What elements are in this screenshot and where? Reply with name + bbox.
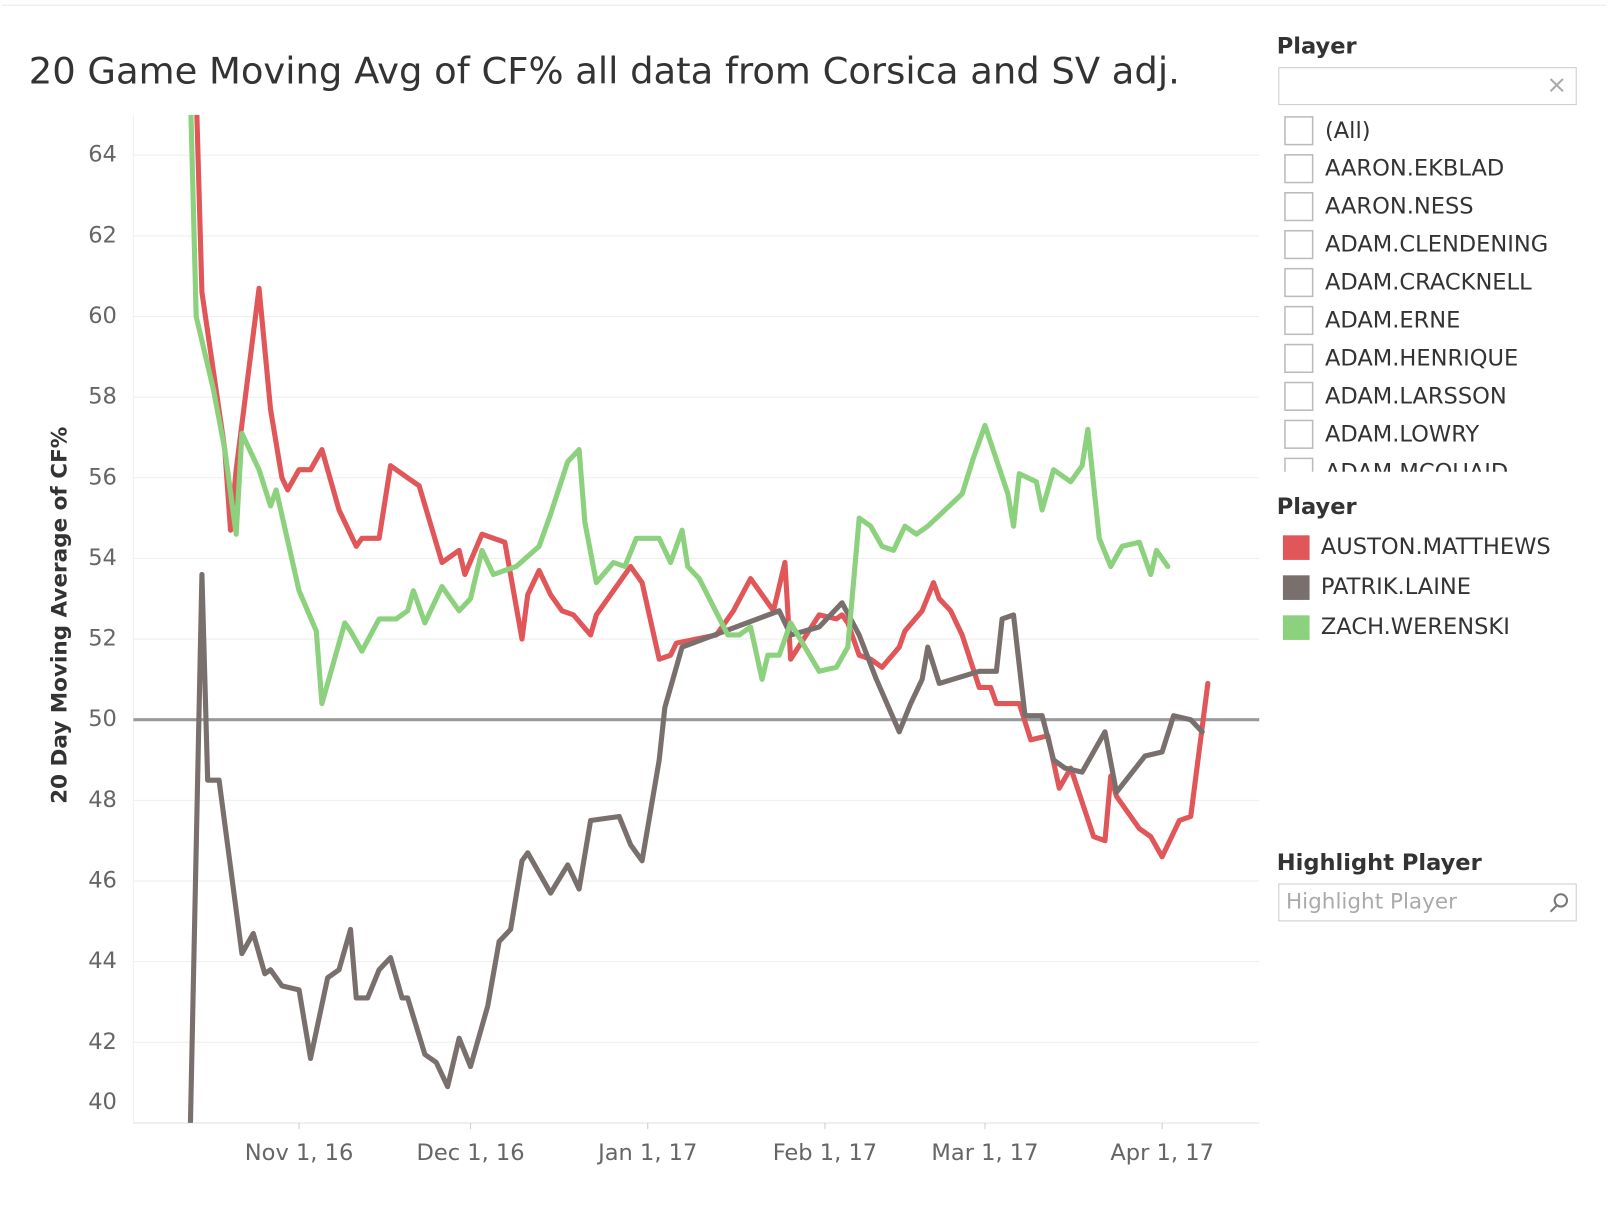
filter-list: (All) AARON.EKBLAD AARON.NESS ADAM.CLENDENI… <box>1284 116 1548 486</box>
y-tick-label: 54 <box>88 545 117 571</box>
checkbox[interactable] <box>1284 192 1314 222</box>
plot-area <box>133 114 1260 1123</box>
filter-item[interactable]: ADAM.HENRIQUE <box>1325 345 1518 371</box>
x-tick-label: Nov 1, 16 <box>245 1140 354 1166</box>
checkbox[interactable] <box>1284 116 1314 146</box>
filter-item[interactable]: ADAM.CRACKNELL <box>1325 270 1532 296</box>
clear-icon[interactable] <box>1549 78 1564 92</box>
series-line <box>187 571 1205 1123</box>
y-tick-label: 46 <box>88 867 117 893</box>
checkbox[interactable] <box>1284 343 1314 374</box>
filter-title: Player <box>1277 34 1358 60</box>
legend-swatch <box>1282 575 1310 600</box>
filter-item[interactable]: ADAM.LOWRY <box>1325 421 1479 447</box>
legend-label[interactable]: AUSTON.MATTHEWS <box>1321 534 1551 560</box>
legend-label[interactable]: ZACH.WERENSKI <box>1321 614 1510 640</box>
x-tick-label: Mar 1, 17 <box>931 1140 1038 1166</box>
y-axis-title: 20 Day Moving Average of CF% <box>48 427 73 804</box>
legend: AUSTON.MATTHEWS PATRIK.LAINE ZACH.WERENSKI <box>1282 534 1551 640</box>
x-tick-label: Apr 1, 17 <box>1110 1140 1214 1166</box>
x-tick-label: Dec 1, 16 <box>416 1140 524 1166</box>
search-icon-handle <box>1549 904 1558 913</box>
filter-item[interactable]: (All) <box>1325 118 1371 144</box>
filter-item[interactable]: AARON.NESS <box>1325 194 1474 220</box>
filter-item[interactable]: ADAM.MCQUAID <box>1325 459 1508 485</box>
checkbox[interactable] <box>1284 457 1314 486</box>
checkbox[interactable] <box>1284 229 1314 260</box>
filter-item[interactable]: ADAM.LARSSON <box>1325 383 1507 409</box>
chart-title: 20 Game Moving Avg of CF% all data from … <box>29 49 1180 92</box>
legend-swatch <box>1282 615 1310 640</box>
checkbox[interactable] <box>1284 419 1314 449</box>
y-tick-label: 48 <box>88 787 117 813</box>
checkbox[interactable] <box>1284 154 1314 184</box>
x-tick-label: Jan 1, 17 <box>596 1140 697 1166</box>
x-tick-label: Feb 1, 17 <box>773 1140 877 1166</box>
y-tick-label: 50 <box>88 706 117 732</box>
checkbox[interactable] <box>1284 381 1314 411</box>
checkbox[interactable] <box>1284 267 1314 298</box>
filter-item[interactable]: ADAM.CLENDENING <box>1325 232 1548 258</box>
filter-item[interactable]: ADAM.ERNE <box>1325 307 1460 333</box>
y-tick-label: 64 <box>88 142 117 168</box>
filter-item[interactable]: AARON.EKBLAD <box>1325 156 1504 182</box>
search-icon[interactable] <box>1553 893 1569 908</box>
y-tick-label: 60 <box>88 303 117 329</box>
axes: 40 42 44 46 48 50 52 54 56 58 60 62 64 Nov 1, 16 Dec 1… <box>88 142 1214 1167</box>
y-tick-label: 62 <box>88 222 117 248</box>
highlight-placeholder: Highlight Player <box>1286 889 1457 914</box>
highlight-title: Highlight Player <box>1277 850 1483 876</box>
y-tick-label: 58 <box>88 384 117 410</box>
y-tick-label: 56 <box>88 464 117 490</box>
highlight-input[interactable] <box>1278 883 1577 922</box>
y-tick-label: 52 <box>88 626 117 652</box>
legend-title: Player <box>1277 494 1358 520</box>
y-tick-label: 40 <box>88 1089 117 1115</box>
legend-swatch <box>1282 535 1310 560</box>
series-line <box>188 114 1171 707</box>
y-tick-label: 42 <box>88 1029 117 1055</box>
legend-label[interactable]: PATRIK.LAINE <box>1321 574 1471 600</box>
y-tick-label: 44 <box>88 948 117 974</box>
filter-search[interactable] <box>1278 67 1577 106</box>
checkbox[interactable] <box>1284 305 1314 336</box>
